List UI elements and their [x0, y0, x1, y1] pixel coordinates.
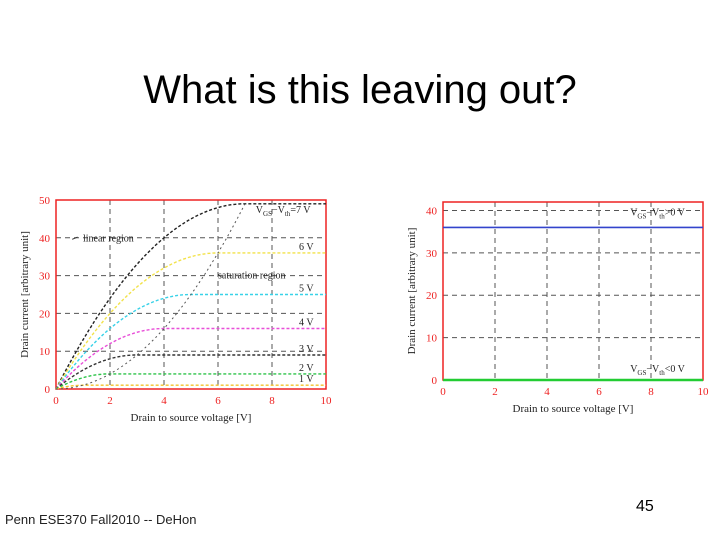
right-series-label-1: VGS−Vth<0 V	[630, 364, 685, 377]
left-x-tick-label: 0	[53, 395, 59, 407]
left-x-tick-label: 2	[107, 395, 113, 407]
left-series-line-1V	[55, 384, 326, 390]
left-y-tick-label: 50	[39, 195, 51, 207]
left-saturation-region-label: saturation region	[218, 271, 285, 282]
right-y-tick-label: 0	[432, 375, 438, 387]
left-x-axis-label: Drain to source voltage [V]	[131, 412, 252, 424]
left-series-label-4V: 4 V	[299, 318, 314, 329]
right-x-tick-label: 6	[596, 386, 602, 398]
left-series-label-2V: 2 V	[299, 363, 314, 374]
left-series-line-4V	[55, 327, 326, 390]
left-series-label-1V: 1 V	[299, 374, 314, 385]
left-x-tick-label: 6	[215, 395, 221, 407]
left-saturation-boundary-line	[56, 203, 246, 390]
page-number: 45	[636, 498, 654, 515]
left-series-label-6V: 6 V	[299, 242, 314, 253]
left-x-tick-label: 8	[269, 395, 275, 407]
left-series-label-7V: VGS−Vth=7 V	[256, 205, 311, 218]
left-y-tick-label: 30	[39, 271, 51, 283]
left-series-line-3V	[55, 354, 326, 390]
right-x-tick-label: 4	[544, 386, 550, 398]
left-y-tick-label: 20	[39, 308, 51, 320]
right-x-axis-label: Drain to source voltage [V]	[513, 403, 634, 415]
left-x-tick-label: 10	[321, 395, 333, 407]
left-y-tick-label: 0	[45, 384, 51, 396]
right-x-tick-label: 2	[492, 386, 498, 398]
left-series-label-5V: 5 V	[299, 284, 314, 295]
right-x-tick-label: 0	[440, 386, 446, 398]
right-x-tick-label: 10	[698, 386, 710, 398]
left-series-label-3V: 3 V	[299, 344, 314, 355]
left-linear-region-leader	[72, 236, 78, 240]
footer-text: Penn ESE370 Fall2010 -- DeHon	[5, 512, 197, 527]
left-y-tick-label: 40	[39, 233, 51, 245]
left-y-tick-label: 10	[39, 346, 51, 358]
right-y-tick-label: 20	[426, 290, 438, 302]
left-y-axis-label: Drain current [arbitrary unit]	[19, 231, 31, 358]
slide-title: What is this leaving out?	[143, 68, 577, 112]
left-series-line-2V	[55, 373, 326, 390]
right-series-label-0: VGS−Vth>0 V	[630, 207, 685, 220]
right-plot-frame	[442, 201, 704, 381]
right-y-tick-label: 10	[426, 333, 438, 345]
left-x-tick-label: 4	[161, 395, 167, 407]
right-y-tick-label: 40	[426, 205, 438, 217]
right-y-tick-label: 30	[426, 248, 438, 260]
right-x-tick-label: 8	[648, 386, 654, 398]
left-linear-region-label: linear region	[83, 234, 134, 245]
right-y-axis-label: Drain current [arbitrary unit]	[406, 228, 418, 355]
left-series-line-7V	[55, 203, 326, 390]
